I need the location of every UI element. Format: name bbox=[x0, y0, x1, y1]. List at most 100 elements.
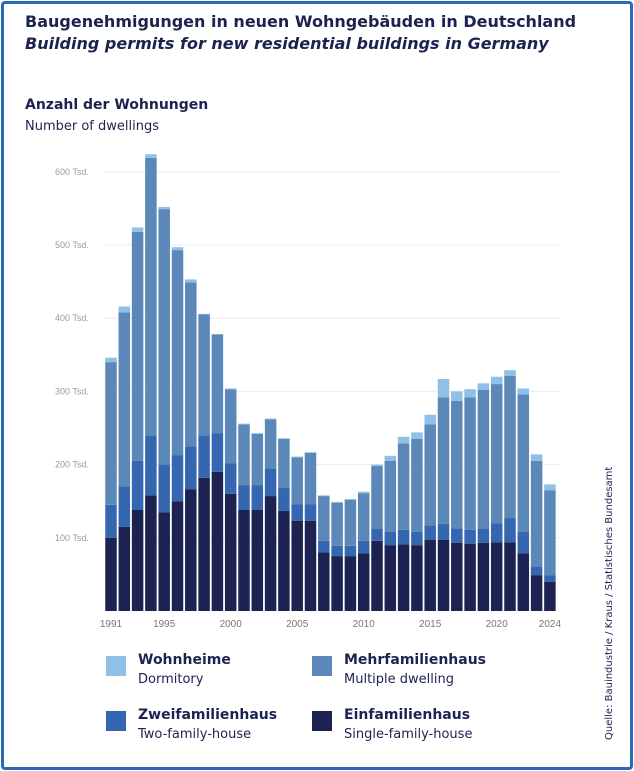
bar-segment bbox=[318, 496, 330, 541]
legend-swatch bbox=[106, 656, 126, 676]
bar-segment bbox=[464, 397, 476, 530]
bar-segment bbox=[397, 443, 410, 530]
bar-segment bbox=[118, 526, 131, 611]
bar-segment bbox=[517, 394, 530, 532]
y-tick-label: 400 Tsd. bbox=[55, 313, 89, 323]
bar-segment bbox=[464, 543, 476, 611]
bar-segment bbox=[424, 539, 436, 611]
bar-segment bbox=[331, 545, 343, 557]
bar-segment bbox=[504, 370, 516, 377]
bar-segment bbox=[344, 499, 357, 500]
legend-label-de: Einfamilienhaus bbox=[344, 707, 471, 723]
bar-segment bbox=[530, 575, 543, 611]
bar-segment bbox=[384, 531, 397, 546]
bar-segment bbox=[171, 250, 184, 456]
bar-segment bbox=[530, 460, 543, 567]
bar-segment bbox=[131, 227, 144, 232]
bar-segment bbox=[278, 438, 290, 439]
bar-segment bbox=[464, 389, 476, 398]
bar-segment bbox=[424, 414, 436, 425]
bar-segment bbox=[278, 488, 290, 511]
legend-swatch bbox=[312, 711, 332, 731]
bar-segment bbox=[357, 493, 370, 541]
bar-segment bbox=[411, 432, 423, 439]
bar-segment bbox=[185, 279, 197, 283]
bar-segment bbox=[384, 545, 397, 611]
bar-segment bbox=[251, 485, 264, 510]
bar-segment bbox=[437, 397, 450, 524]
bar-segment bbox=[384, 460, 397, 532]
bar-segment bbox=[544, 484, 556, 491]
bar-segment bbox=[238, 423, 250, 425]
bar-segment bbox=[224, 493, 237, 611]
bar-segment bbox=[437, 539, 450, 611]
bar-segment bbox=[224, 463, 237, 494]
x-tick-label: 2015 bbox=[419, 619, 442, 630]
bar-segment bbox=[158, 512, 170, 611]
bar-segment bbox=[211, 471, 224, 611]
bar-segment bbox=[357, 553, 370, 611]
bar-segment bbox=[397, 529, 410, 545]
bar-segment bbox=[251, 433, 264, 486]
bar-segment bbox=[291, 504, 303, 521]
bar-segment bbox=[384, 455, 397, 461]
legend-label-en: Single-family-house bbox=[344, 727, 473, 742]
bar-segment bbox=[424, 424, 436, 526]
bar-segment bbox=[517, 553, 530, 611]
title-de: Baugenehmigungen in neuen Wohngebäuden i… bbox=[25, 12, 577, 31]
source-note: Quelle: Bauindustrie / Kraus / Statistis… bbox=[604, 466, 615, 740]
title-en: Building permits for new residential bui… bbox=[25, 34, 549, 53]
bar-segment bbox=[304, 452, 317, 453]
bar-segment bbox=[171, 247, 184, 251]
bar-segment bbox=[424, 525, 436, 540]
bar-segment bbox=[344, 499, 357, 546]
bar-segment bbox=[331, 501, 343, 503]
bar-segment bbox=[477, 389, 490, 530]
bar-segment bbox=[105, 537, 117, 611]
bar-segment bbox=[198, 314, 210, 436]
bar-segment bbox=[211, 334, 224, 434]
y-tick-label: 100 Tsd. bbox=[55, 533, 89, 543]
bar-segment bbox=[357, 491, 370, 494]
bar-segment bbox=[504, 542, 516, 611]
legend-label-de: Mehrfamilienhaus bbox=[344, 652, 486, 668]
bar-segment bbox=[238, 424, 250, 486]
bar-segment bbox=[490, 523, 503, 543]
bar-segment bbox=[490, 384, 503, 524]
bar-segment bbox=[504, 518, 516, 543]
bar-segment bbox=[437, 378, 450, 398]
bar-segment bbox=[490, 542, 503, 611]
bar-segment bbox=[517, 388, 530, 395]
bar-segment bbox=[451, 391, 463, 401]
y-tick-label: 500 Tsd. bbox=[55, 240, 89, 250]
bar-segment bbox=[411, 531, 423, 546]
bar-segment bbox=[131, 509, 144, 611]
legend-single-family: Einfamilienhaus Single-family-house bbox=[312, 707, 472, 742]
bar-segment bbox=[251, 509, 264, 611]
bar-segment bbox=[530, 566, 543, 576]
bar-segment bbox=[544, 581, 556, 611]
legend-swatch bbox=[312, 656, 332, 676]
bar-segment bbox=[331, 556, 343, 611]
bar-segment bbox=[145, 154, 157, 158]
bar-segment bbox=[158, 209, 170, 465]
y-tick-label: 600 Tsd. bbox=[55, 167, 89, 177]
bar-segment bbox=[145, 495, 157, 611]
bar-segment bbox=[211, 433, 224, 472]
bar-segment bbox=[477, 542, 490, 611]
bar-segment bbox=[304, 504, 317, 521]
bar-segment bbox=[198, 477, 210, 611]
bar-segment bbox=[198, 435, 210, 478]
x-tick-label: 2020 bbox=[486, 619, 509, 630]
x-tick-label: 2005 bbox=[286, 619, 309, 630]
bar-segment bbox=[278, 438, 290, 489]
x-tick-label: 2000 bbox=[220, 619, 243, 630]
bar-segment bbox=[318, 495, 330, 497]
legend-label-en: Two-family-house bbox=[138, 727, 252, 742]
bar-segment bbox=[158, 464, 170, 513]
bar-segment bbox=[131, 460, 144, 510]
bar-segment bbox=[105, 504, 117, 538]
bar-segment bbox=[451, 542, 463, 611]
